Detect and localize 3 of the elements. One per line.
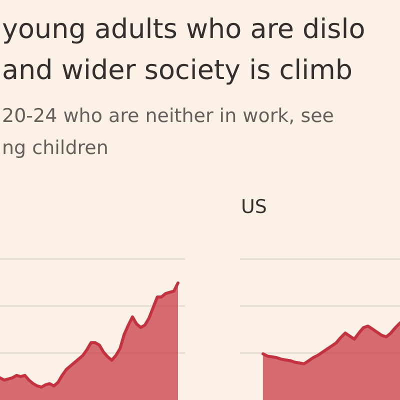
chart-title: US xyxy=(241,196,267,218)
chart-subtitle: 20-24 who are neither in work, see ng children xyxy=(2,105,334,159)
chart-title: young adults who are dislo and wider society is climb xyxy=(2,14,366,86)
